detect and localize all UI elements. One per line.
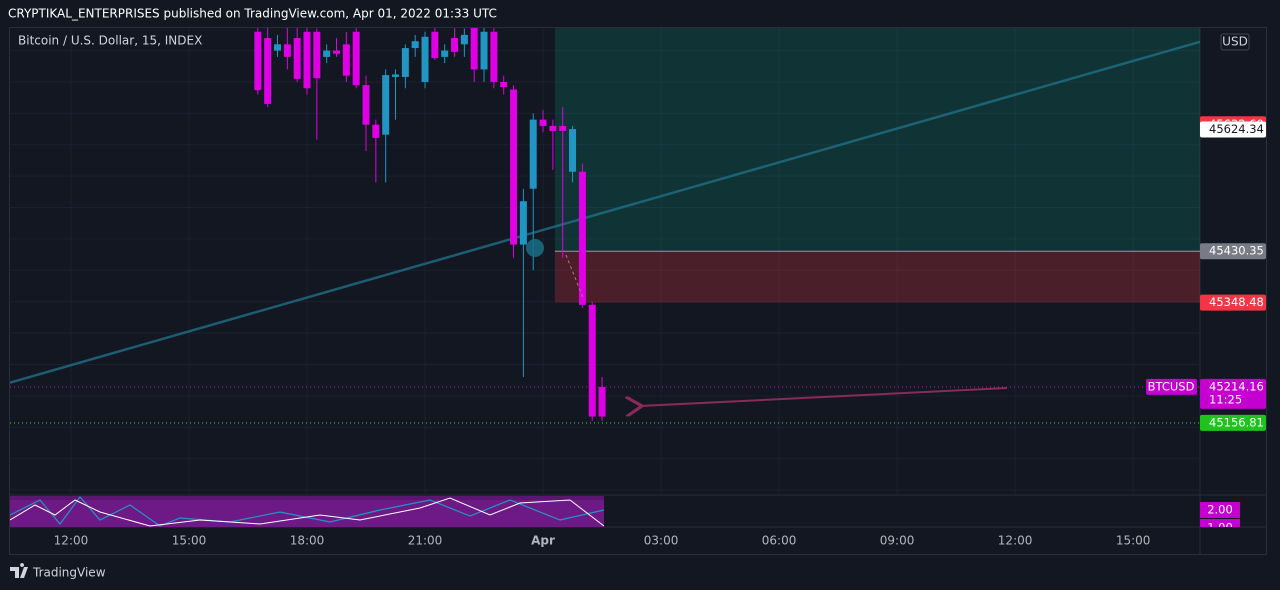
candle-body — [382, 75, 390, 135]
candle-body — [510, 89, 518, 245]
candle-body — [274, 44, 282, 51]
candle-body — [264, 38, 272, 104]
tradingview-logo — [10, 563, 28, 578]
candle-body — [490, 31, 498, 82]
entry-marker — [526, 239, 544, 257]
candle-body — [372, 124, 380, 138]
price-tag — [1200, 414, 1266, 431]
projection-arrow — [565, 254, 585, 301]
candle-body — [411, 41, 419, 49]
symbol-label: BTCUSD — [1148, 379, 1195, 393]
candle-body — [441, 50, 449, 57]
candle-body — [323, 50, 331, 57]
price-tag — [1200, 294, 1266, 311]
candle-body — [293, 38, 301, 79]
candle-body — [578, 171, 586, 305]
candle-body — [342, 44, 350, 76]
candle-body — [431, 31, 439, 59]
indicator-line — [10, 497, 605, 527]
price-tag — [1200, 378, 1266, 409]
candle-body — [519, 201, 527, 245]
indicator-band — [10, 500, 604, 527]
x-tick-label: 18:00 — [290, 534, 325, 548]
indicator-tag — [1200, 519, 1240, 527]
price-tag-label: 45214.16 — [1209, 379, 1264, 393]
candle-body — [539, 119, 547, 126]
candle-body — [460, 34, 468, 45]
x-tick-label: Apr — [531, 534, 555, 548]
symbol-title: Bitcoin / U.S. Dollar, 15, INDEX — [18, 34, 202, 48]
price-tag-label: 45624.34 — [1209, 122, 1264, 136]
candle-body — [392, 74, 400, 77]
symbol-tag — [1146, 378, 1197, 395]
candle-body — [362, 85, 370, 125]
x-tick-label: 09:00 — [880, 534, 915, 548]
price-tag — [1200, 121, 1266, 138]
candle-body — [254, 31, 262, 91]
target-zone — [554, 28, 1200, 252]
candle-body — [421, 36, 429, 82]
x-tick-label: 21:00 — [408, 534, 443, 548]
chart-frame — [9, 27, 1267, 555]
annotation-arrow — [640, 387, 1008, 406]
indicator-pane — [10, 496, 605, 527]
x-tick-label: 15:00 — [172, 534, 207, 548]
candle-body — [283, 44, 291, 57]
countdown-label: 11:25 — [1209, 392, 1242, 406]
indicator-tag — [1200, 502, 1240, 518]
publish-header: CRYPTIKAL_ENTERPRISES published on Tradi… — [8, 7, 497, 21]
price-tag-label: 45348.48 — [1209, 295, 1264, 309]
price-tag-label: 45156.81 — [1209, 415, 1264, 429]
currency-label[interactable]: USD — [1222, 35, 1248, 49]
candle-body — [549, 125, 557, 131]
candle-body — [451, 38, 459, 52]
x-tick-label: 03:00 — [644, 534, 679, 548]
candle-body — [303, 31, 311, 89]
x-tick-label: 12:00 — [998, 534, 1033, 548]
footer-brand: TradingView — [32, 566, 106, 580]
candle-body — [559, 125, 567, 131]
trend-line — [10, 40, 1200, 384]
candle-body — [569, 129, 577, 172]
indicator-tag-label: 1.00 — [1207, 521, 1233, 535]
candle-body — [401, 48, 409, 77]
candle-body — [352, 31, 360, 86]
candle-body — [598, 387, 606, 417]
stop-zone — [554, 251, 1200, 303]
price-tag — [1200, 243, 1266, 260]
price-tag-label: 45430.35 — [1209, 244, 1264, 258]
x-tick-label: 15:00 — [1116, 534, 1151, 548]
candle-body — [480, 31, 488, 70]
candle-body — [470, 28, 478, 70]
x-tick-label: 06:00 — [762, 534, 797, 548]
candle-body — [529, 119, 537, 189]
currency-box — [1220, 33, 1250, 51]
x-tick-label: 12:00 — [54, 534, 89, 548]
candle-body — [313, 31, 321, 79]
indicator-tag-label: 2.00 — [1207, 503, 1233, 517]
candle-body — [588, 304, 596, 417]
candle-body — [333, 50, 341, 54]
candle-body — [500, 81, 508, 88]
